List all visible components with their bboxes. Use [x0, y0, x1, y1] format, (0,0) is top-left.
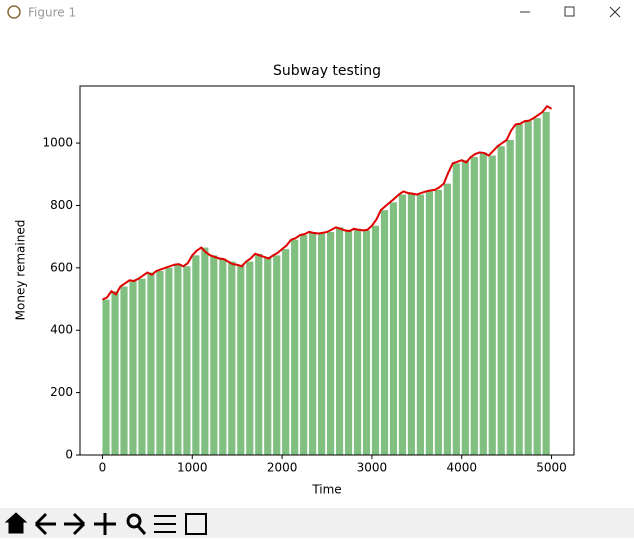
bar: [255, 253, 263, 455]
bar: [488, 155, 496, 455]
bar: [353, 228, 362, 455]
bar: [246, 261, 254, 455]
bar: [138, 278, 146, 455]
bar: [318, 233, 326, 455]
configure-button[interactable]: [154, 515, 176, 533]
bar: [371, 225, 380, 455]
bar: [389, 202, 398, 455]
bar: [380, 210, 389, 455]
bar: [344, 230, 353, 455]
window-title: Figure 1: [28, 6, 76, 20]
plot-area: [102, 104, 553, 456]
bar: [219, 258, 227, 455]
bar: [165, 267, 173, 455]
bar: [542, 111, 550, 455]
x-tick-label: 2000: [267, 461, 298, 475]
y-axis-label: Money remained: [14, 220, 28, 321]
bar: [497, 146, 505, 456]
app-icon: [7, 5, 21, 19]
bar: [470, 157, 478, 455]
y-tick-label: 1000: [42, 136, 73, 150]
y-tick-label: 200: [50, 385, 73, 399]
bar: [533, 118, 541, 456]
bar: [102, 299, 110, 455]
bar: [443, 183, 451, 455]
x-tick-label: 4000: [446, 461, 477, 475]
bar: [479, 152, 487, 455]
x-axis-label: Time: [311, 483, 341, 497]
maximize-button[interactable]: [564, 6, 575, 17]
bar: [524, 121, 532, 456]
zoom-button[interactable]: [126, 513, 142, 529]
bar: [398, 194, 407, 455]
bar: [515, 124, 523, 455]
bar: [309, 231, 317, 455]
bar: [291, 239, 299, 455]
bar: [362, 230, 371, 455]
y-tick-label: 0: [65, 448, 73, 462]
bar: [407, 192, 416, 455]
bar: [183, 266, 191, 455]
chart-title: Subway testing: [273, 63, 381, 79]
x-tick-label: 5000: [536, 461, 567, 475]
bar: [111, 291, 119, 455]
bar: [416, 194, 425, 455]
bar: [335, 227, 344, 455]
bar: [434, 189, 442, 456]
bar: [461, 160, 469, 455]
bar: [228, 261, 236, 455]
money-line: [102, 104, 553, 301]
y-tick-label: 800: [50, 198, 73, 212]
bar: [237, 264, 245, 455]
pan-button[interactable]: [94, 513, 116, 535]
save-button[interactable]: [185, 513, 207, 535]
zoom-handle: [136, 525, 147, 535]
bar: [201, 247, 209, 455]
y-tick-label: 400: [50, 323, 73, 337]
bar: [452, 163, 460, 455]
x-tick-label: 3000: [357, 461, 388, 475]
close-button[interactable]: [609, 6, 621, 18]
bar: [273, 255, 281, 455]
x-tick-label: 0: [99, 461, 107, 475]
home-button[interactable]: [4, 512, 28, 534]
bar: [156, 270, 164, 455]
bar: [506, 139, 514, 455]
bar: [147, 272, 155, 455]
bar: [300, 235, 308, 455]
forward-button[interactable]: [64, 512, 86, 536]
x-tick-label: 1000: [177, 461, 208, 475]
back-button[interactable]: [34, 512, 56, 536]
bar: [327, 231, 335, 455]
bar: [192, 255, 200, 455]
axes-frame: [79, 85, 575, 456]
bar: [174, 264, 182, 455]
bar: [210, 255, 218, 455]
bar: [425, 191, 433, 455]
bar: [282, 249, 290, 455]
bar: [120, 286, 128, 455]
bar: [264, 256, 272, 455]
y-tick-label: 600: [50, 260, 73, 274]
bar: [129, 280, 137, 455]
